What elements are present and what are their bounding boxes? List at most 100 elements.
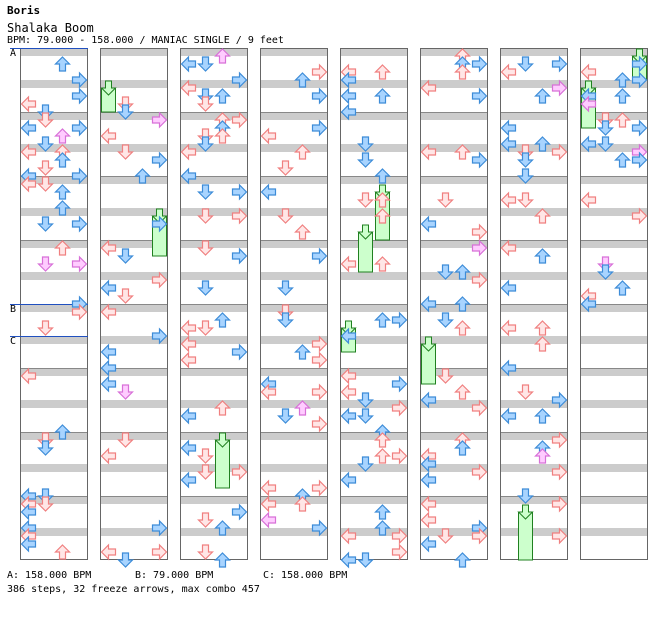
down-arrow-icon	[357, 192, 374, 208]
bpm-legend: A: 158.000 BPM B: 79.000 BPM C: 158.000 BP…	[7, 570, 347, 581]
up-arrow-icon	[454, 144, 471, 160]
left-arrow-icon	[180, 351, 197, 369]
beat-band	[500, 368, 568, 376]
step-stats: 386 steps, 32 freeze arrows, max combo 4…	[7, 584, 260, 595]
down-arrow-icon	[357, 392, 374, 408]
up-arrow-icon	[374, 432, 391, 448]
right-arrow-icon	[311, 479, 328, 497]
beat-band	[420, 144, 488, 152]
down-arrow-icon	[357, 152, 374, 168]
down-arrow-icon	[517, 384, 534, 400]
beat-band	[580, 80, 648, 88]
right-arrow-icon	[631, 55, 648, 73]
beat-band	[20, 112, 88, 120]
right-arrow-icon	[231, 463, 248, 481]
beat-band	[20, 208, 88, 216]
left-arrow-icon	[500, 279, 517, 297]
right-arrow-icon	[551, 79, 568, 97]
beat-band	[20, 272, 88, 280]
left-arrow-icon	[420, 471, 437, 489]
beat-band	[500, 48, 568, 56]
down-arrow-icon	[357, 552, 374, 568]
right-arrow-icon	[71, 215, 88, 233]
left-arrow-icon	[420, 495, 437, 513]
beat-band	[580, 464, 648, 472]
beat-band	[260, 272, 328, 280]
beat-band	[500, 144, 568, 152]
down-arrow-icon	[37, 160, 54, 176]
up-arrow-icon	[134, 168, 151, 184]
song-title: Shalaka Boom	[7, 21, 94, 35]
freeze-head-icon	[151, 208, 168, 224]
left-arrow-icon	[260, 127, 277, 145]
up-arrow-icon	[534, 136, 551, 152]
right-arrow-icon	[311, 383, 328, 401]
down-arrow-icon	[197, 240, 214, 256]
beat-band	[180, 304, 248, 312]
down-arrow-icon	[197, 448, 214, 464]
left-arrow-icon	[420, 511, 437, 529]
down-arrow-icon	[277, 208, 294, 224]
beat-band	[500, 80, 568, 88]
up-arrow-icon	[374, 88, 391, 104]
beat-band	[100, 272, 168, 280]
down-arrow-icon	[117, 144, 134, 160]
column-border	[260, 48, 328, 560]
down-arrow-icon	[517, 168, 534, 184]
beat-band	[420, 240, 488, 248]
right-arrow-icon	[151, 519, 168, 537]
beat-band	[260, 208, 328, 216]
freeze-head-icon	[580, 80, 597, 96]
column-border	[100, 48, 168, 560]
column-border	[580, 48, 648, 560]
beat-band	[100, 48, 168, 56]
beat-band	[20, 240, 88, 248]
beat-band	[580, 432, 648, 440]
beat-band	[420, 176, 488, 184]
left-arrow-icon	[420, 295, 437, 313]
right-arrow-icon	[471, 239, 488, 257]
beat-band	[500, 304, 568, 312]
left-arrow-icon	[100, 359, 117, 377]
right-arrow-icon	[631, 207, 648, 225]
right-arrow-icon	[231, 343, 248, 361]
beat-band	[500, 496, 568, 504]
up-arrow-icon	[534, 408, 551, 424]
left-arrow-icon	[180, 79, 197, 97]
left-arrow-icon	[580, 135, 597, 153]
beat-band	[260, 240, 328, 248]
up-arrow-icon	[534, 88, 551, 104]
right-arrow-icon	[311, 63, 328, 81]
up-arrow-icon	[54, 544, 71, 560]
beat-band	[580, 336, 648, 344]
down-arrow-icon	[197, 184, 214, 200]
beat-band	[20, 400, 88, 408]
right-arrow-icon	[551, 143, 568, 161]
beat-band	[420, 112, 488, 120]
left-arrow-icon	[340, 383, 357, 401]
right-arrow-icon	[551, 527, 568, 545]
freeze-head-icon	[517, 504, 534, 520]
artist-name: Boris	[7, 4, 41, 17]
column-border	[340, 48, 408, 560]
beat-band	[580, 496, 648, 504]
beat-band	[180, 112, 248, 120]
beat-band	[420, 336, 488, 344]
up-arrow-icon	[374, 192, 391, 208]
beat-band	[20, 48, 88, 56]
left-arrow-icon	[180, 55, 197, 73]
right-arrow-icon	[231, 71, 248, 89]
left-arrow-icon	[260, 383, 277, 401]
down-arrow-icon	[437, 264, 454, 280]
up-arrow-icon	[214, 312, 231, 328]
right-arrow-icon	[471, 527, 488, 545]
down-arrow-icon	[437, 528, 454, 544]
up-arrow-icon	[214, 88, 231, 104]
beat-band	[580, 528, 648, 536]
beat-band	[340, 368, 408, 376]
left-arrow-icon	[500, 63, 517, 81]
beat-band	[500, 432, 568, 440]
beat-band	[500, 112, 568, 120]
right-arrow-icon	[231, 111, 248, 129]
beat-band	[340, 432, 408, 440]
